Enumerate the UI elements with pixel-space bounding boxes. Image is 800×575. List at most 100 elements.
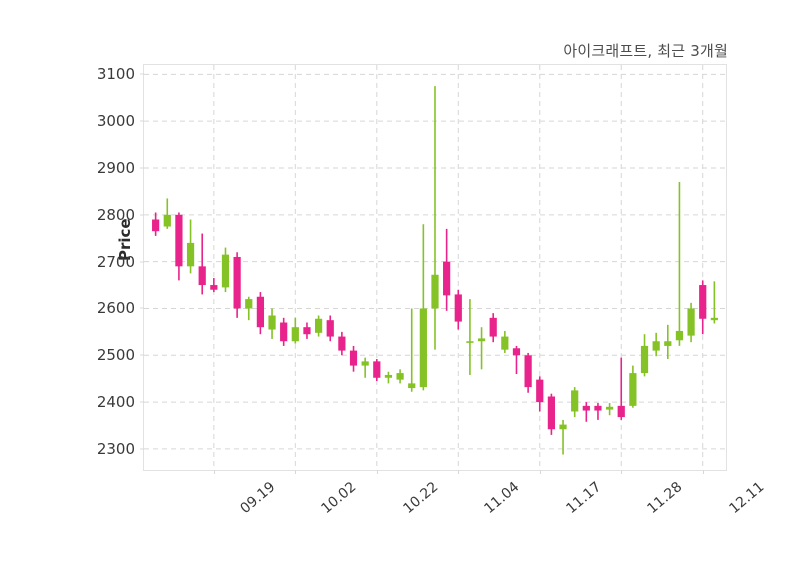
candlestick-series <box>152 86 718 455</box>
candlestick <box>454 289 462 330</box>
candle-body <box>524 355 532 388</box>
candlestick <box>489 313 497 343</box>
candlestick <box>547 393 556 435</box>
candlestick <box>571 387 579 418</box>
candlestick <box>710 281 718 324</box>
candle-body <box>186 242 195 267</box>
candlestick <box>396 369 404 384</box>
y-tick-label: 2500 <box>96 346 135 365</box>
candlestick <box>349 345 358 372</box>
candle-body <box>559 424 567 430</box>
plot-area: Price 2300 2400 2500 2600 2700 2800 2900 3000 31… <box>97 64 767 517</box>
candlestick <box>664 324 672 360</box>
candle-body <box>489 317 497 337</box>
candle-body <box>605 406 614 410</box>
candlestick <box>594 403 602 420</box>
candle-body <box>152 219 160 232</box>
candlestick <box>419 224 427 391</box>
candlestick <box>640 334 649 377</box>
candle-body <box>699 285 707 319</box>
candlestick <box>629 365 637 408</box>
candle-body <box>571 390 579 412</box>
candle-body <box>396 373 404 380</box>
x-tick-mark <box>702 470 704 474</box>
candlestick <box>466 299 474 375</box>
candlestick <box>280 317 288 346</box>
candlestick <box>221 247 230 293</box>
candle-body <box>477 338 486 342</box>
candle-body <box>512 348 521 356</box>
candlestick <box>175 212 183 281</box>
candlestick <box>431 86 439 350</box>
candle-body <box>314 318 323 333</box>
candlestick <box>617 357 625 420</box>
candlestick <box>536 376 544 412</box>
candle-body <box>175 214 183 267</box>
candle-body <box>233 256 241 309</box>
x-tick-label: 11.04 <box>481 479 523 518</box>
candlestick <box>524 352 532 393</box>
candle-body <box>652 341 660 351</box>
candlestick <box>361 357 369 378</box>
candlestick <box>233 252 241 318</box>
candle-body <box>675 330 684 341</box>
y-tick-label: 3000 <box>96 112 135 131</box>
candlestick <box>314 315 323 337</box>
y-tick-label: 3100 <box>96 65 135 84</box>
candlestick <box>512 345 521 375</box>
candle-body <box>408 383 416 389</box>
candlestick <box>443 228 451 311</box>
candlestick <box>408 308 416 392</box>
x-tick-mark <box>621 470 623 474</box>
candlestick <box>699 280 707 335</box>
candlestick <box>675 182 684 346</box>
candle-body <box>256 296 265 328</box>
candle-body <box>280 322 288 342</box>
x-tick-mark <box>539 470 541 474</box>
y-tick-mark <box>140 167 144 169</box>
candle-body <box>349 350 358 366</box>
candlestick <box>303 322 311 339</box>
y-tick-label: 2800 <box>96 205 135 224</box>
y-tick-mark <box>140 73 144 75</box>
candle-body <box>617 405 625 418</box>
candle-body <box>210 285 218 290</box>
y-tick-mark <box>140 307 144 309</box>
candlestick <box>291 317 299 344</box>
candlestick <box>186 219 195 274</box>
candlestick <box>338 331 346 356</box>
x-tick-label: 10.02 <box>318 479 360 518</box>
candlestick <box>384 371 393 384</box>
candlestick <box>256 292 265 335</box>
candle-body <box>338 336 346 351</box>
y-tick-mark <box>140 261 144 263</box>
candle-body <box>536 379 544 403</box>
y-tick-mark <box>140 214 144 216</box>
candlestick <box>245 296 253 321</box>
candlestick <box>326 315 334 342</box>
candlestick <box>268 308 276 339</box>
y-tick-mark <box>140 448 144 450</box>
candle-body <box>443 261 451 296</box>
candlestick <box>210 278 218 293</box>
candle-body <box>454 294 462 322</box>
candle-body <box>373 361 381 378</box>
x-tick-mark <box>295 470 297 474</box>
candlestick <box>559 419 567 455</box>
y-tick-mark <box>140 120 144 122</box>
y-tick-label: 2300 <box>96 439 135 458</box>
candle-body <box>629 373 637 406</box>
candle-body <box>291 327 299 342</box>
candle-body <box>710 317 718 321</box>
x-tick-mark <box>213 470 215 474</box>
candle-body <box>361 361 369 366</box>
candlestick <box>501 330 509 353</box>
candlestick <box>152 212 160 236</box>
x-tick-label: 11.28 <box>644 479 686 518</box>
y-tick-mark <box>140 401 144 403</box>
x-tick-label: 09.19 <box>237 479 279 518</box>
x-tick-label: 12.11 <box>726 479 768 518</box>
candle-body <box>268 315 276 330</box>
candle-body <box>303 327 311 335</box>
